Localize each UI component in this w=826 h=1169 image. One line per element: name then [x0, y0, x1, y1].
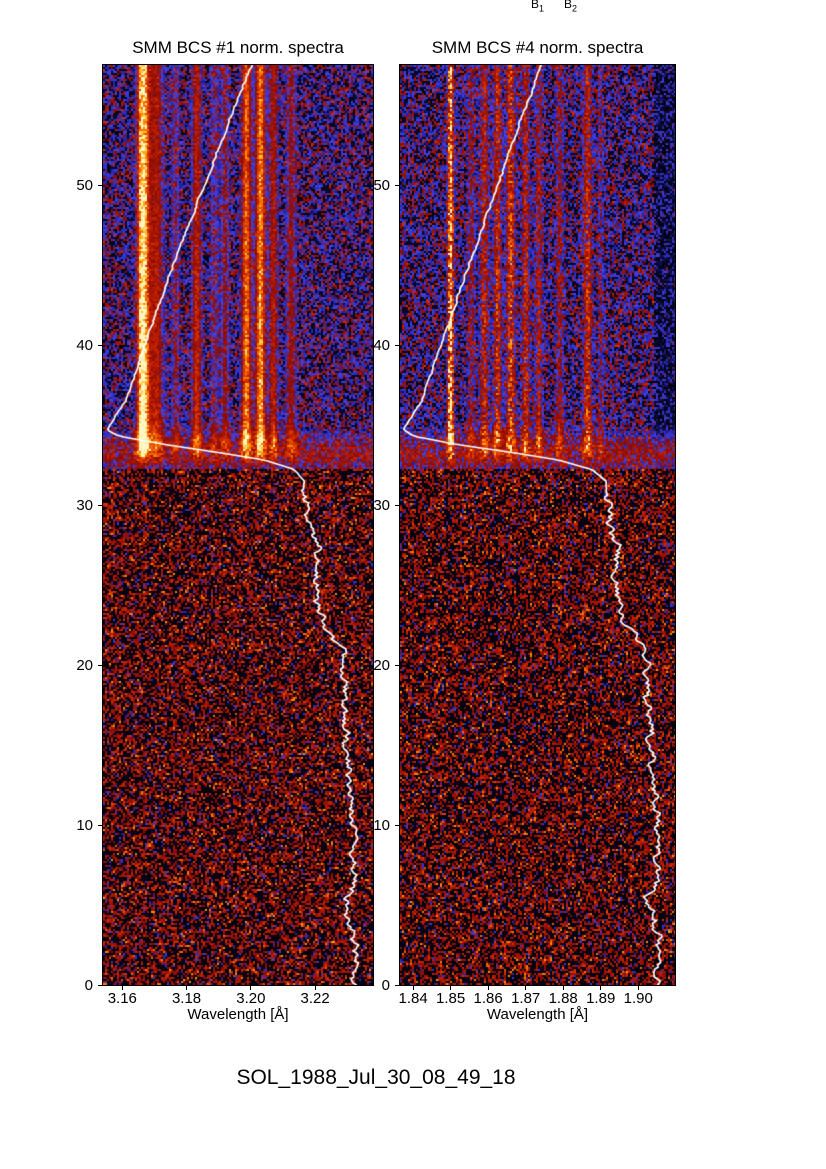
- y-tick-mark: [395, 984, 400, 986]
- y-tick-mark: [395, 824, 400, 826]
- x-tick-label: 1.85: [436, 990, 466, 1007]
- annotation-label-b1: B1: [531, 0, 544, 13]
- x-tick-label: 3.18: [171, 990, 202, 1007]
- x-tick-mark: [412, 985, 414, 990]
- y-tick-label: 50: [373, 177, 390, 194]
- y-tick-mark: [395, 184, 400, 186]
- y-tick-label: 30: [373, 497, 390, 514]
- annotation-b2-base: B: [564, 0, 573, 11]
- x-tick-label: 3.20: [236, 990, 266, 1007]
- y-tick-mark: [98, 984, 103, 986]
- x-tick-mark: [121, 985, 123, 990]
- panel-bcs4-x-axis: 1.84 1.85 1.86 1.87 1.88 1.89 1.90: [399, 985, 675, 1011]
- y-tick-label: 10: [76, 817, 93, 834]
- y-tick-label: 50: [76, 177, 93, 194]
- x-tick-label: 3.22: [300, 990, 330, 1007]
- y-tick-label: 40: [373, 337, 390, 354]
- y-tick-mark: [98, 664, 103, 666]
- y-tick-label: 10: [373, 817, 390, 834]
- x-tick-label: 1.88: [548, 990, 578, 1007]
- x-tick-mark: [250, 985, 252, 990]
- spectrogram-panel-bcs1: SMM BCS #1 norm. spectra 0 10 20 30 40 50 3.1…: [76, 38, 374, 1023]
- y-tick-mark: [98, 824, 103, 826]
- y-tick-label: 30: [76, 497, 93, 514]
- x-tick-mark: [186, 985, 188, 990]
- x-tick-label: 1.84: [398, 990, 428, 1007]
- annotation-b1-base: B: [531, 0, 540, 11]
- y-tick-mark: [395, 504, 400, 506]
- figure-caption: SOL_1988_Jul_30_08_49_18: [236, 1066, 516, 1089]
- panel-bcs4-y-axis: 0 10 20 30 40 50: [358, 65, 400, 994]
- y-tick-mark: [98, 184, 103, 186]
- x-tick-mark: [600, 985, 602, 990]
- x-tick-mark: [637, 985, 639, 990]
- y-tick-mark: [98, 504, 103, 506]
- x-tick-mark: [450, 985, 452, 990]
- y-tick-label: 0: [381, 977, 390, 994]
- annotation-b1-sub: 1: [539, 3, 545, 14]
- x-tick-mark: [562, 985, 564, 990]
- y-tick-mark: [98, 344, 103, 346]
- x-tick-mark: [314, 985, 316, 990]
- panel-bcs1-x-axis-label: Wavelength [Å]: [187, 1006, 289, 1023]
- spectrogram-panel-bcs4: SMM BCS #4 norm. spectra 0 10 20 30 40 50 1.8…: [373, 38, 676, 1023]
- x-tick-mark: [525, 985, 527, 990]
- y-tick-mark: [395, 344, 400, 346]
- y-tick-label: 40: [76, 337, 93, 354]
- panel-bcs1-title: SMM BCS #1 norm. spectra: [132, 38, 344, 57]
- x-tick-label: 3.16: [107, 990, 137, 1007]
- y-tick-label: 0: [84, 977, 93, 994]
- x-tick-label: 1.90: [623, 990, 653, 1007]
- annotation-label-b2: B2: [564, 0, 577, 13]
- x-tick-label: 1.87: [511, 990, 541, 1007]
- panel-bcs1-y-axis: 0 10 20 30 40 50: [61, 65, 103, 994]
- panel-bcs4-x-axis-label: Wavelength [Å]: [486, 1006, 589, 1023]
- y-tick-label: 20: [373, 657, 390, 674]
- panel-bcs1-spectrogram-canvas: [102, 64, 374, 986]
- y-tick-label: 20: [76, 657, 93, 674]
- panel-bcs4-title: SMM BCS #4 norm. spectra: [431, 38, 644, 57]
- panel-bcs1-x-axis: 3.16 3.18 3.20 3.22: [103, 985, 373, 1011]
- x-tick-label: 1.89: [586, 990, 616, 1007]
- y-tick-mark: [395, 664, 400, 666]
- annotation-b2-sub: 2: [572, 3, 578, 14]
- x-tick-mark: [487, 985, 489, 990]
- x-tick-label: 1.86: [473, 990, 503, 1007]
- panel-bcs4-spectrogram-canvas: [399, 64, 676, 986]
